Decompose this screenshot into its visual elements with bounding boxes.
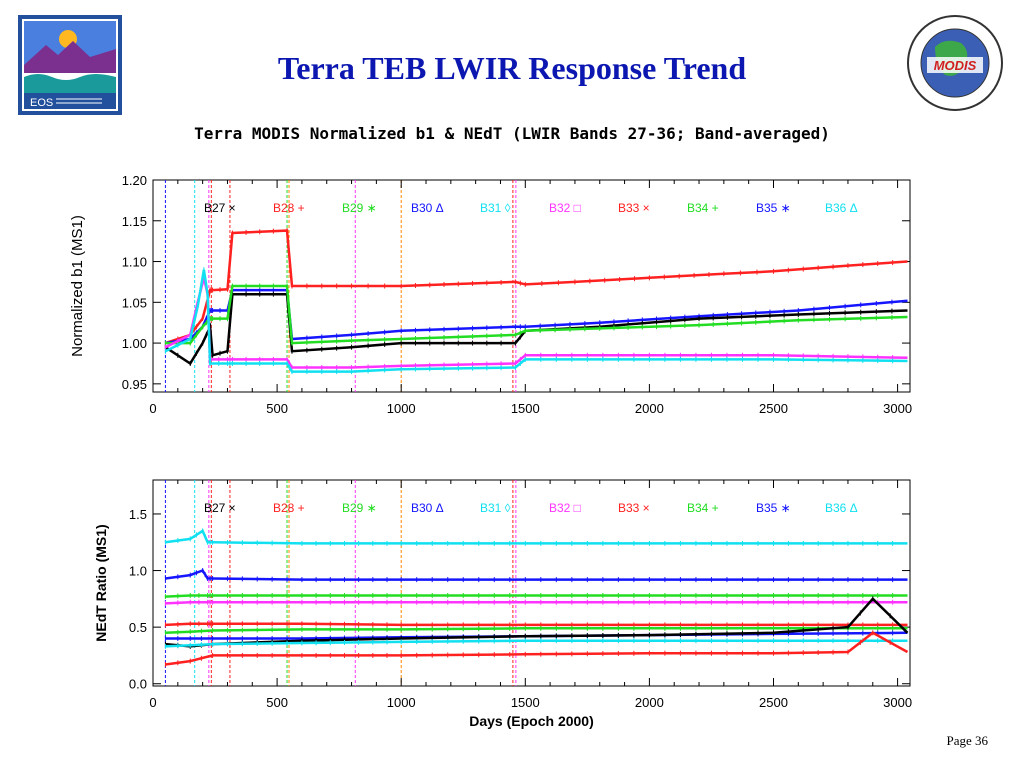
page-number: Page 36 — [946, 733, 988, 748]
legend-entry: B33 × — [618, 501, 650, 515]
modis-logo: MODIS — [905, 13, 1005, 113]
series-line — [165, 529, 908, 545]
legend-entry: B28 + — [273, 501, 305, 515]
legend-entry: B27 × — [204, 201, 236, 215]
y-tick-label: 0.95 — [122, 377, 147, 392]
legend-entry: B28 + — [273, 201, 305, 215]
x-tick-label: 0 — [149, 695, 156, 710]
legend-entry: B30 Δ — [411, 201, 444, 215]
y-tick-label: 1.00 — [122, 336, 147, 351]
x-tick-label: 1500 — [511, 401, 540, 416]
x-tick-label: 2000 — [635, 401, 664, 416]
legend-entry: B31 ◊ — [480, 201, 511, 215]
series-line — [165, 600, 908, 605]
legend-entry: B30 Δ — [411, 501, 444, 515]
legend-entry: B36 Δ — [825, 501, 858, 515]
legend-entry: B35 ∗ — [756, 501, 791, 515]
y-tick-label: 1.05 — [122, 295, 147, 310]
normalized-b1-plot: 0 500 1000 1500 2000 2500 3000 0.95 1.00 1.05 1.10… — [69, 173, 912, 416]
legend-entry: B31 ◊ — [480, 501, 511, 515]
legend-entry: B33 × — [618, 201, 650, 215]
y-tick-label: 1.20 — [122, 173, 147, 188]
plot-frame — [152, 179, 911, 393]
x-axis-label: Days (Epoch 2000) — [469, 713, 594, 729]
series-line — [165, 568, 908, 581]
series-line — [165, 622, 908, 627]
y-tick-label: 1.10 — [122, 255, 147, 270]
x-tick-label: 0 — [149, 401, 156, 416]
legend-entry: B32 □ — [549, 201, 581, 215]
legend-entry: B36 Δ — [825, 201, 858, 215]
legend-entry: B35 ∗ — [756, 201, 791, 215]
x-tick-label: 3000 — [883, 401, 912, 416]
series-line — [165, 288, 908, 345]
eos-logo: EOS — [18, 15, 122, 115]
plot-frame — [152, 479, 911, 687]
x-tick-label: 500 — [266, 695, 288, 710]
y-axis-label: NEdT Ratio (MS1) — [93, 524, 109, 641]
y-tick-label: 1.0 — [129, 564, 147, 579]
svg-text:EOS: EOS — [30, 97, 53, 109]
x-tick-label: 2000 — [635, 695, 664, 710]
legend-entry: B34 + — [687, 501, 719, 515]
nedt-ratio-plot: 0 500 1000 1500 2000 2500 3000 0.0 0.5 1.0 1.5 B27 … — [93, 479, 912, 729]
x-tick-label: 2500 — [759, 695, 788, 710]
x-tick-label: 1000 — [387, 695, 416, 710]
legend-entry: B29 ∗ — [342, 201, 377, 215]
svg-text:MODIS: MODIS — [934, 58, 977, 73]
legend-entry: B27 × — [204, 501, 236, 515]
series-line — [165, 594, 908, 598]
series-line — [164, 292, 908, 366]
chart-title: Terra MODIS Normalized b1 & NEdT (LWIR B… — [194, 124, 830, 143]
legend-entry: B29 ∗ — [342, 501, 377, 515]
y-tick-label: 1.15 — [122, 214, 147, 229]
y-axis-label: Normalized b1 (MS1) — [69, 215, 86, 357]
x-tick-label: 500 — [266, 401, 288, 416]
x-tick-label: 2500 — [759, 401, 788, 416]
x-tick-label: 3000 — [883, 695, 912, 710]
y-tick-label: 0.5 — [129, 620, 147, 635]
legend-entry: B34 + — [687, 201, 719, 215]
legend-entry: B32 □ — [549, 501, 581, 515]
x-tick-label: 1500 — [511, 695, 540, 710]
x-tick-label: 1000 — [387, 401, 416, 416]
y-tick-label: 1.5 — [129, 507, 147, 522]
slide-title: Terra TEB LWIR Response Trend — [277, 50, 747, 86]
y-tick-label: 0.0 — [129, 677, 147, 692]
